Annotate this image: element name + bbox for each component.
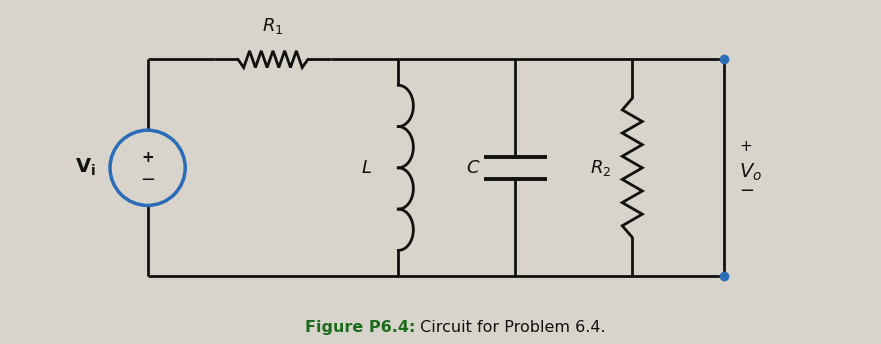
- Text: $V_o$: $V_o$: [739, 161, 762, 183]
- Text: +: +: [141, 150, 154, 165]
- Text: $\mathbf{V}_\mathbf{i}$: $\mathbf{V}_\mathbf{i}$: [75, 157, 96, 179]
- Text: Figure P6.4:: Figure P6.4:: [305, 320, 416, 335]
- Text: $R_2$: $R_2$: [590, 158, 611, 178]
- Text: Circuit for Problem 6.4.: Circuit for Problem 6.4.: [416, 320, 606, 335]
- Text: $L$: $L$: [360, 159, 372, 177]
- Text: +: +: [739, 139, 752, 154]
- Text: $R_1$: $R_1$: [263, 16, 284, 36]
- Text: −: −: [739, 182, 754, 200]
- Text: −: −: [140, 171, 155, 189]
- Text: $C$: $C$: [466, 159, 480, 177]
